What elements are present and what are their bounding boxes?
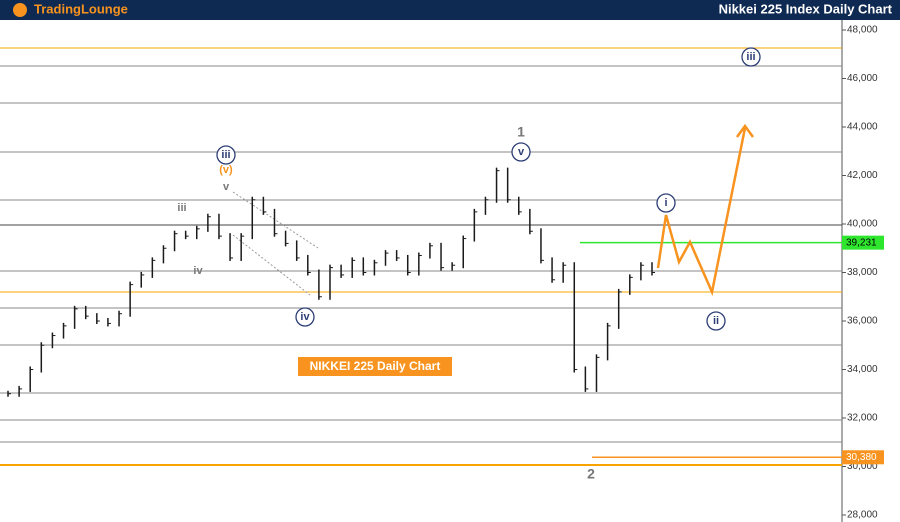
wave-circle — [511, 142, 531, 162]
wave-circle — [295, 307, 315, 327]
logo: TradingLounge — [34, 1, 128, 16]
wave-circle — [216, 145, 236, 165]
y-tick-label: 48,000 — [847, 25, 878, 36]
projection-path — [656, 127, 747, 297]
wave-circle — [706, 311, 726, 331]
y-tick-label: 34,000 — [847, 364, 878, 375]
wave-label: (v) — [219, 164, 233, 176]
y-tick-label: 30,000 — [847, 461, 878, 472]
price-label-box — [842, 450, 884, 465]
y-tick-label: 28,000 — [847, 510, 878, 521]
wave-label: 1 — [517, 124, 525, 140]
chart-title-box — [298, 357, 452, 376]
price-label: 30,380 — [846, 452, 877, 463]
chart-title: NIKKEI 225 Daily Chart — [310, 359, 441, 373]
wave-circle — [741, 47, 761, 67]
y-tick-label: 46,000 — [847, 73, 878, 84]
wave-label: iv — [193, 265, 203, 277]
wave-label: ii — [713, 315, 719, 327]
y-tick-label: 44,000 — [847, 122, 878, 133]
wave-label: iii — [177, 202, 186, 214]
wave-circle — [656, 193, 676, 213]
wave-label: v — [518, 146, 525, 158]
logo-icon — [13, 3, 27, 17]
y-tick-label: 36,000 — [847, 316, 878, 327]
wave-label: i — [664, 197, 667, 209]
y-tick-label: 42,000 — [847, 170, 878, 181]
wave-label: iii — [746, 51, 755, 63]
price-label: 39,231 — [846, 237, 877, 248]
y-tick-label: 38,000 — [847, 267, 878, 278]
header-bar — [0, 0, 900, 20]
wave-label: 2 — [587, 466, 595, 482]
y-tick-label: 40,000 — [847, 219, 878, 230]
wave-label: iv — [300, 311, 310, 323]
projection-arrow — [735, 123, 755, 138]
channel-line — [232, 191, 319, 249]
wave-label: v — [223, 181, 230, 193]
y-tick-label: 32,000 — [847, 413, 878, 424]
price-label-box — [842, 235, 884, 250]
channel-line — [232, 234, 311, 296]
wave-label: iii — [221, 149, 230, 161]
header-title: Nikkei 225 Index Daily Chart — [719, 1, 893, 16]
